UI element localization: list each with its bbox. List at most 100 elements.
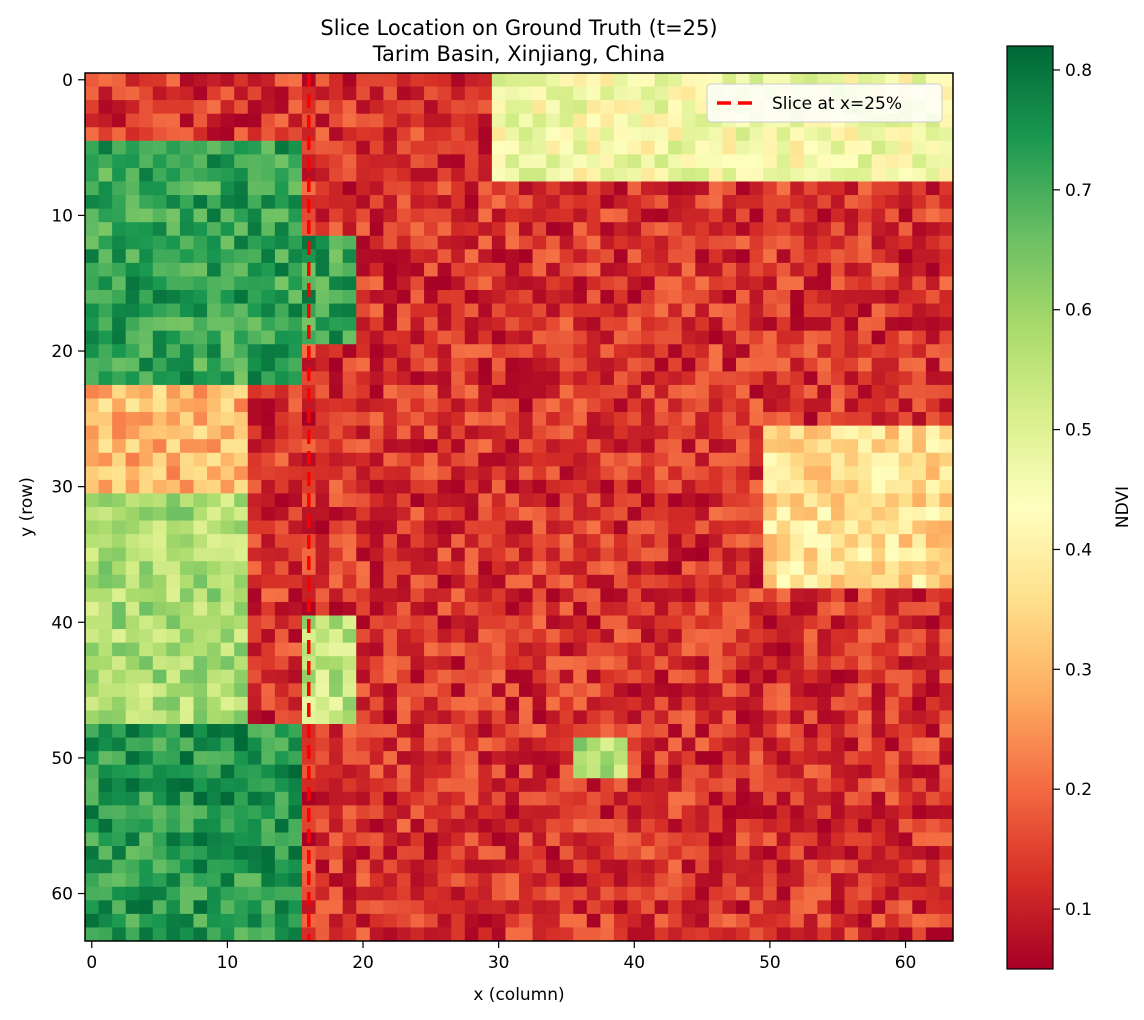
heatmap-cell (600, 235, 615, 250)
heatmap-cell (464, 330, 479, 345)
heatmap-cell (885, 167, 900, 183)
heatmap-cell (179, 127, 195, 142)
heatmap-cell (98, 127, 113, 142)
heatmap-cell (329, 561, 344, 576)
heatmap-cell (179, 873, 195, 888)
heatmap-cell (451, 737, 466, 752)
heatmap-cell (125, 100, 140, 115)
heatmap-cell (519, 371, 534, 386)
heatmap-cell (519, 249, 534, 264)
heatmap-cell (695, 696, 710, 712)
heatmap-cell (627, 832, 642, 847)
heatmap-cell (207, 656, 222, 671)
heatmap-cell (830, 398, 846, 413)
heatmap-cell (342, 764, 357, 779)
heatmap-cell (939, 629, 953, 644)
heatmap-cell (98, 601, 113, 617)
heatmap-cell (112, 493, 127, 508)
heatmap-cell (858, 127, 873, 142)
heatmap-cell (803, 561, 818, 576)
heatmap-cell (722, 357, 737, 372)
heatmap-cell (220, 100, 235, 115)
heatmap-cell (478, 398, 493, 413)
heatmap-cell (315, 629, 330, 644)
heatmap-cell (600, 656, 615, 671)
heatmap-cell (166, 384, 181, 400)
heatmap-cell (763, 317, 778, 332)
heatmap-cell (451, 276, 466, 291)
heatmap-cell (898, 669, 913, 684)
heatmap-cell (315, 86, 330, 101)
heatmap-cell (722, 344, 737, 359)
heatmap-cell (559, 100, 574, 115)
heatmap-cell (573, 466, 588, 481)
heatmap-cell (803, 344, 818, 359)
heatmap-cell (736, 344, 751, 359)
heatmap-cell (925, 154, 941, 169)
heatmap-cell (315, 913, 330, 929)
heatmap-cell (274, 859, 290, 874)
heatmap-cell (803, 724, 818, 739)
heatmap-cell (803, 696, 818, 712)
heatmap-cell (844, 913, 859, 929)
heatmap-cell (776, 425, 791, 440)
heatmap-cell (736, 818, 751, 834)
heatmap-cell (641, 534, 656, 549)
heatmap-cell (505, 818, 520, 834)
heatmap-cell (261, 601, 276, 617)
heatmap-cell (261, 479, 276, 495)
heatmap-cell (736, 384, 751, 400)
heatmap-cell (925, 181, 941, 196)
heatmap-cell (478, 371, 493, 386)
heatmap-cell (112, 113, 127, 128)
heatmap-cell (356, 73, 371, 88)
heatmap-cell (139, 154, 154, 169)
heatmap-cell (234, 181, 249, 196)
heatmap-cell (885, 642, 900, 657)
heatmap-cell (600, 154, 615, 169)
heatmap-cell (179, 154, 195, 169)
heatmap-cell (641, 547, 656, 562)
heatmap-cell (85, 412, 100, 427)
heatmap-cell (342, 669, 357, 684)
heatmap-cell (858, 547, 873, 562)
heatmap-cell (396, 656, 412, 671)
heatmap-cell (247, 683, 262, 698)
heatmap-cell (871, 398, 886, 413)
heatmap-cell (234, 751, 249, 766)
heatmap-cell (505, 601, 520, 617)
heatmap-cell (424, 330, 439, 345)
heatmap-cell (464, 479, 479, 495)
heatmap-cell (478, 439, 493, 454)
heatmap-cell (383, 452, 398, 467)
heatmap-cell (654, 140, 669, 155)
heatmap-cell (871, 262, 886, 278)
heatmap-cell (573, 317, 588, 332)
heatmap-cell (695, 846, 710, 861)
heatmap-cell (383, 140, 398, 155)
heatmap-cell (437, 601, 452, 617)
heatmap-cell (261, 629, 276, 644)
heatmap-cell (261, 398, 276, 413)
legend-box (706, 83, 943, 123)
heatmap-cell (803, 195, 818, 210)
heatmap-cell (234, 412, 249, 427)
heatmap-cell (546, 846, 561, 861)
heatmap-cell (654, 167, 669, 183)
heatmap-cell (179, 371, 195, 386)
heatmap-cell (437, 534, 452, 549)
heatmap-cell (166, 751, 181, 766)
heatmap-cell (315, 886, 330, 901)
heatmap-cell (478, 547, 493, 562)
heatmap-cell (288, 656, 303, 671)
heatmap-cell (234, 818, 249, 834)
heatmap-cell (613, 208, 629, 223)
heatmap-cell (871, 330, 886, 345)
heatmap-cell (532, 534, 547, 549)
heatmap-cell (546, 167, 561, 183)
heatmap-cell (451, 262, 466, 278)
heatmap-cell (179, 493, 195, 508)
heatmap-cell (491, 913, 507, 929)
heatmap-cell (505, 778, 520, 793)
heatmap-cell (749, 886, 764, 901)
